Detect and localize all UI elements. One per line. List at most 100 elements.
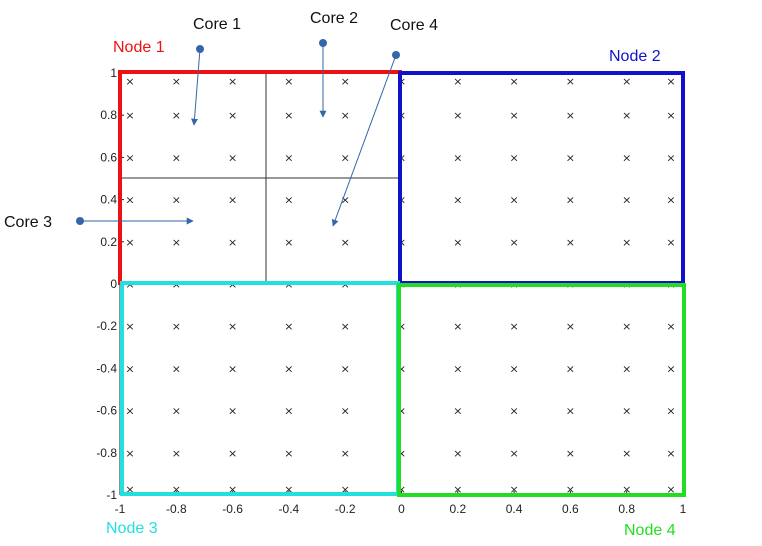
- grid-point-mark: ×: [172, 194, 181, 207]
- grid-point-mark: ×: [341, 194, 350, 207]
- grid-point-mark: ×: [125, 75, 134, 88]
- grid-point-mark: ×: [284, 362, 293, 375]
- grid-point-mark: ×: [172, 405, 181, 418]
- grid-point-mark: ×: [666, 320, 675, 333]
- grid-point-mark: ×: [125, 447, 134, 460]
- grid-point-mark: ×: [453, 109, 462, 122]
- grid-point-mark: ×: [509, 362, 518, 375]
- grid-point-mark: ×: [566, 151, 575, 164]
- x-tick-label: 1: [680, 502, 687, 516]
- grid-point-mark: ×: [453, 75, 462, 88]
- grid-point-mark: ×: [284, 194, 293, 207]
- grid-point-mark: ×: [666, 151, 675, 164]
- x-tick-label: 0: [398, 502, 405, 516]
- grid-point-mark: ×: [341, 447, 350, 460]
- grid-point-mark: ×: [622, 75, 631, 88]
- grid-point-mark: ×: [666, 483, 675, 496]
- grid-point-mark: ×: [125, 151, 134, 164]
- node-2-box: [398, 71, 685, 285]
- grid-point-mark: ×: [125, 194, 134, 207]
- grid-point-mark: ×: [284, 75, 293, 88]
- grid-point-mark: ×: [566, 362, 575, 375]
- core-4-pointer: [331, 51, 400, 227]
- grid-point-mark: ×: [397, 405, 406, 418]
- grid-point-mark: ×: [453, 447, 462, 460]
- grid-point-mark: ×: [666, 362, 675, 375]
- grid-point-mark: ×: [622, 447, 631, 460]
- grid-point-mark: ×: [566, 109, 575, 122]
- grid-point-mark: ×: [566, 320, 575, 333]
- grid-point-mark: ×: [566, 447, 575, 460]
- grid-point-mark: ×: [228, 362, 237, 375]
- grid-point-mark: ×: [284, 236, 293, 249]
- y-tick-label: -0.4: [96, 361, 117, 375]
- grid-point-mark: ×: [509, 151, 518, 164]
- grid-point-mark: ×: [509, 405, 518, 418]
- grid-point-mark: ×: [172, 483, 181, 496]
- core-2-pointer: [319, 39, 327, 118]
- grid-point-mark: ×: [453, 236, 462, 249]
- grid-point-mark: ×: [622, 405, 631, 418]
- grid-point-mark: ×: [341, 109, 350, 122]
- grid-point-mark: ×: [453, 194, 462, 207]
- grid-point-mark: ×: [341, 75, 350, 88]
- x-tick-label: -0.8: [166, 502, 187, 516]
- x-tick-labels: -1 -0.8 -0.6 -0.4 -0.2 0 0.2 0.4 0.6 0.8 1: [115, 491, 687, 516]
- grid-point-mark: ×: [228, 236, 237, 249]
- core-1-pointer: [191, 45, 204, 126]
- grid-point-mark: ×: [509, 236, 518, 249]
- grid-point-mark: ×: [284, 109, 293, 122]
- y-tick-label: 0.2: [100, 235, 117, 249]
- grid-point-mark: ×: [228, 151, 237, 164]
- grid-point-mark: ×: [228, 483, 237, 496]
- grid-point-mark: ×: [125, 109, 134, 122]
- grid-point-mark: ×: [397, 483, 406, 496]
- y-tick-label: 0.6: [100, 150, 117, 164]
- grid-point-mark: ×: [666, 194, 675, 207]
- grid-point-mark: ×: [622, 320, 631, 333]
- grid-point-mark: ×: [622, 151, 631, 164]
- node-4-box: [397, 283, 686, 497]
- grid-point-mark: ×: [509, 75, 518, 88]
- y-tick-label: -0.2: [96, 319, 117, 333]
- grid-point-mark: ×: [172, 236, 181, 249]
- grid-point-mark: ×: [622, 109, 631, 122]
- grid-point-mark: ×: [566, 75, 575, 88]
- x-tick-label: 0.8: [618, 502, 635, 516]
- grid-point-mark: ×: [453, 362, 462, 375]
- grid-point-mark: ×: [622, 483, 631, 496]
- grid-point-mark: ×: [228, 75, 237, 88]
- grid-point-mark: ×: [566, 194, 575, 207]
- grid-point-mark: ×: [228, 320, 237, 333]
- y-tick-label: 1: [110, 66, 117, 80]
- grid-point-mark: ×: [125, 362, 134, 375]
- y-tick-label: -0.6: [96, 404, 117, 418]
- grid-point-mark: ×: [666, 447, 675, 460]
- grid-point-mark: ×: [284, 405, 293, 418]
- grid-point-mark: ×: [453, 483, 462, 496]
- grid-point-mark: ×: [509, 447, 518, 460]
- grid-point-mark: ×: [509, 109, 518, 122]
- grid-point-mark: ×: [341, 236, 350, 249]
- grid-point-mark: ×: [566, 483, 575, 496]
- grid-point-mark: ×: [228, 109, 237, 122]
- grid-point-mark: ×: [566, 236, 575, 249]
- grid-point-mark: ×: [397, 362, 406, 375]
- grid-point-mark: ×: [397, 320, 406, 333]
- grid-point-mark: ×: [284, 320, 293, 333]
- grid-point-mark: ×: [622, 194, 631, 207]
- grid-point-mark: ×: [453, 320, 462, 333]
- node-2-label: Node 2: [609, 48, 661, 65]
- grid-point-mark: ×: [341, 151, 350, 164]
- grid-point-mark: ×: [509, 194, 518, 207]
- grid-point-mark: ×: [666, 75, 675, 88]
- grid-point-mark: ×: [666, 109, 675, 122]
- grid-point-mark: ×: [125, 483, 134, 496]
- grid-point-mark: ×: [566, 405, 575, 418]
- core-2-label: Core 2: [310, 10, 358, 27]
- grid-point-mark: ×: [453, 405, 462, 418]
- node-3-box: [120, 281, 400, 496]
- grid-point-mark: ×: [172, 320, 181, 333]
- y-tick-label: 0: [110, 277, 117, 291]
